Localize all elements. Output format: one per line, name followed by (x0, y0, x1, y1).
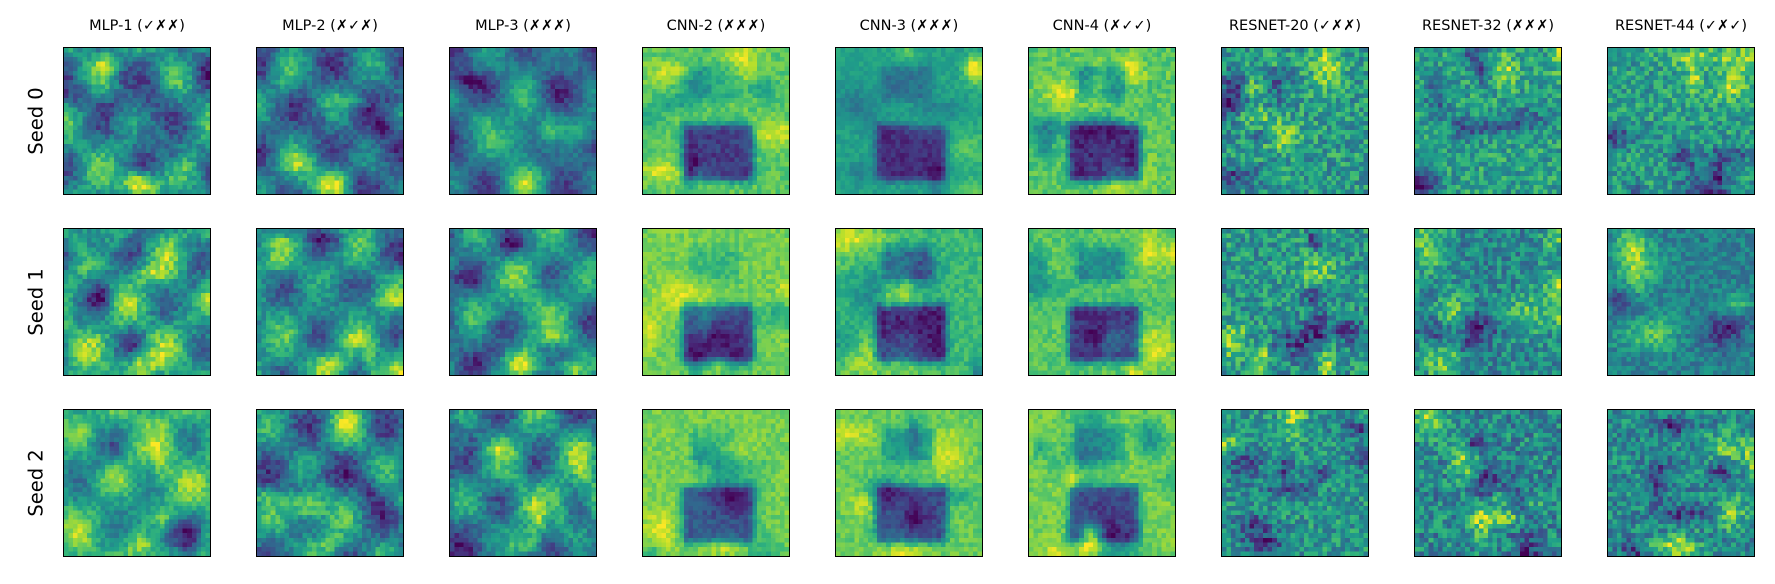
row-label-text: Seed 2 (24, 449, 48, 517)
heatmap-panel (256, 47, 404, 195)
heatmap-panel (1221, 228, 1369, 376)
heatmap-panel (642, 47, 790, 195)
heatmap-panel (449, 228, 597, 376)
column-title: CNN-3 (✗✗✗) (859, 18, 959, 34)
heatmap-panel (1607, 409, 1755, 557)
column-title: MLP-2 (✗✓✗) (282, 18, 378, 34)
heatmap-image (643, 229, 789, 375)
row-label-text: Seed 1 (24, 268, 48, 336)
heatmap-image (836, 48, 982, 194)
heatmap-panel (1414, 47, 1562, 195)
column-title: CNN-4 (✗✓✓) (1052, 18, 1152, 34)
heatmap-image (1608, 229, 1754, 375)
heatmap-panel (642, 409, 790, 557)
heatmap-image (450, 48, 596, 194)
heatmap-panel (1607, 47, 1755, 195)
heatmap-panel (1028, 47, 1176, 195)
heatmap-image (1029, 229, 1175, 375)
heatmap-image (836, 229, 982, 375)
heatmap-panel (449, 409, 597, 557)
heatmap-image (1608, 48, 1754, 194)
heatmap-panel (1221, 409, 1369, 557)
heatmap-image (64, 48, 210, 194)
heatmap-panel (256, 409, 404, 557)
heatmap-image (450, 410, 596, 556)
heatmap-image (1222, 410, 1368, 556)
heatmap-panel (835, 47, 983, 195)
heatmap-image (1029, 48, 1175, 194)
column-title: MLP-1 (✓✗✗) (89, 18, 185, 34)
heatmap-image (450, 229, 596, 375)
heatmap-image (64, 410, 210, 556)
heatmap-panel (63, 228, 211, 376)
heatmap-image (836, 410, 982, 556)
heatmap-image (1415, 48, 1561, 194)
column-title: CNN-2 (✗✗✗) (666, 18, 766, 34)
heatmap-image (1222, 229, 1368, 375)
heatmap-panel (449, 47, 597, 195)
heatmap-image (64, 229, 210, 375)
heatmap-image (1415, 410, 1561, 556)
heatmap-image (643, 410, 789, 556)
heatmap-panel (835, 228, 983, 376)
heatmap-panel (256, 228, 404, 376)
heatmap-panel (1607, 228, 1755, 376)
heatmap-image (257, 410, 403, 556)
heatmap-image (257, 48, 403, 194)
heatmap-image (257, 229, 403, 375)
heatmap-panel (63, 409, 211, 557)
heatmap-panel (642, 228, 790, 376)
column-title: RESNET-44 (✓✗✓) (1614, 18, 1748, 34)
heatmap-panel (1221, 47, 1369, 195)
heatmap-image (1222, 48, 1368, 194)
heatmap-panel (63, 47, 211, 195)
column-title: RESNET-32 (✗✗✗) (1421, 18, 1555, 34)
column-title: RESNET-20 (✓✗✗) (1228, 18, 1362, 34)
heatmap-panel (1414, 228, 1562, 376)
heatmap-image (1415, 229, 1561, 375)
heatmap-panel (1028, 409, 1176, 557)
heatmap-panel (835, 409, 983, 557)
heatmap-image (1029, 410, 1175, 556)
heatmap-image (1608, 410, 1754, 556)
heatmap-panel (1414, 409, 1562, 557)
row-label-text: Seed 0 (24, 87, 48, 155)
heatmap-panel (1028, 228, 1176, 376)
column-title: MLP-3 (✗✗✗) (475, 18, 571, 34)
heatmap-image (643, 48, 789, 194)
